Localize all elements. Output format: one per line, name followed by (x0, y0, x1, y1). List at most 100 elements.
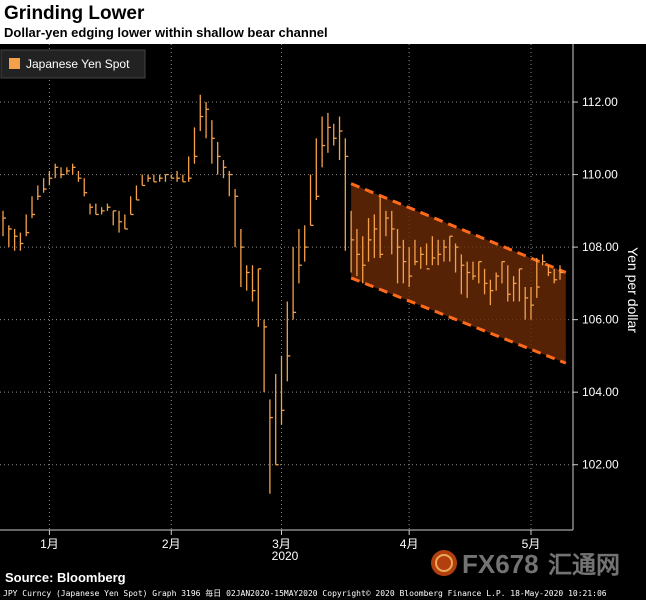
price-bar (71, 163, 76, 175)
price-bar (385, 210, 389, 237)
y-tick-label: 106.00 (582, 313, 619, 327)
chart-subtitle: Dollar-yen edging lower within shallow b… (4, 25, 328, 40)
price-bar (141, 174, 146, 187)
price-bar (530, 287, 534, 320)
price-bar (338, 116, 343, 161)
price-bar (176, 170, 181, 182)
price-bar (89, 203, 94, 215)
price-bar (304, 225, 308, 262)
x-tick-label: 1月 (40, 537, 59, 551)
y-tick-label: 110.00 (582, 168, 618, 182)
y-tick-label: 102.00 (582, 458, 619, 472)
price-bar (344, 138, 349, 251)
footer-text: JPY Curncy (Japanese Yen Spot) Graph 319… (3, 589, 607, 598)
price-bar (280, 355, 285, 425)
price-bar (298, 228, 302, 284)
price-bar (420, 247, 424, 269)
x-tick-label: 4月 (400, 537, 419, 551)
price-bar (292, 247, 297, 320)
price-bar (188, 156, 192, 182)
price-bar (66, 167, 70, 175)
channel-fill (351, 183, 566, 364)
price-bar (472, 261, 476, 280)
price-bar (37, 185, 41, 200)
y-tick-label: 108.00 (582, 240, 619, 254)
price-bar (234, 189, 239, 248)
footer-background (0, 572, 646, 600)
price-bar (263, 319, 268, 393)
price-bar (54, 163, 59, 179)
price-bar (251, 265, 256, 302)
source-label: Source: Bloomberg (5, 570, 126, 585)
x-axis: 1月 2月 3月 4月 5月 (0, 529, 573, 551)
price-bar (495, 272, 500, 291)
price-bar (100, 207, 105, 215)
price-bars (2, 94, 563, 494)
watermark-globe-icon (431, 550, 457, 576)
price-bar (170, 174, 175, 179)
price-bar (512, 276, 517, 302)
x-tick-label: 5月 (522, 537, 541, 551)
price-bar (222, 160, 227, 179)
y-axis-label: Yen per dollar (625, 247, 641, 333)
price-bar (507, 265, 511, 302)
price-bar (106, 203, 111, 211)
price-bar (437, 239, 442, 266)
price-bar (19, 232, 24, 251)
price-bar (466, 261, 471, 298)
price-bar (269, 399, 273, 494)
bear-channel (350, 182, 567, 365)
price-bar (2, 210, 6, 237)
x-tick-label: 2月 (162, 537, 181, 551)
price-bar (60, 167, 65, 179)
price-bar (402, 239, 407, 284)
price-bar (228, 170, 233, 197)
price-bar (124, 214, 128, 230)
price-bar (408, 247, 413, 287)
price-bar (559, 265, 563, 280)
watermark-brand: FX678 (462, 549, 539, 579)
price-bar (275, 374, 279, 466)
price-bar (83, 178, 88, 197)
price-bar (379, 196, 384, 258)
legend-label: Japanese Yen Spot (26, 57, 130, 71)
price-bar (350, 210, 355, 273)
price-bar (333, 123, 337, 146)
x-tick-label: 3月 (272, 537, 291, 551)
price-bar (164, 173, 169, 182)
price-bar (182, 174, 186, 183)
y-axis: 102.00 104.00 106.00 108.00 110.00 112.00 (572, 44, 619, 530)
legend-swatch (9, 58, 20, 69)
price-bar (8, 225, 12, 248)
price-bar (431, 236, 436, 266)
price-bar (31, 196, 36, 219)
price-bar (315, 138, 320, 200)
price-bar (547, 265, 552, 277)
y-tick-label: 112.00 (582, 95, 618, 109)
price-bar (327, 112, 331, 153)
price-bar (77, 170, 82, 182)
price-bar (541, 254, 546, 266)
price-bar (118, 210, 123, 233)
price-bar (217, 141, 221, 175)
price-bar (240, 228, 244, 287)
y-tick-label: 104.00 (582, 385, 619, 399)
price-bar (147, 174, 152, 182)
price-bar (112, 210, 117, 226)
price-bar (95, 203, 99, 216)
watermark-logo: FX678 汇通网 (428, 545, 643, 579)
price-bar (391, 210, 395, 255)
price-bar (524, 287, 529, 320)
price-bar (367, 218, 372, 262)
price-bar (489, 279, 494, 306)
price-bar (159, 174, 163, 182)
price-bar (48, 170, 53, 186)
price-bar (129, 196, 134, 216)
price-bar (373, 214, 378, 258)
price-bar (205, 102, 210, 139)
price-bar (501, 260, 505, 284)
price-bar (425, 243, 430, 270)
price-bar (553, 268, 558, 284)
price-bar (443, 239, 447, 262)
